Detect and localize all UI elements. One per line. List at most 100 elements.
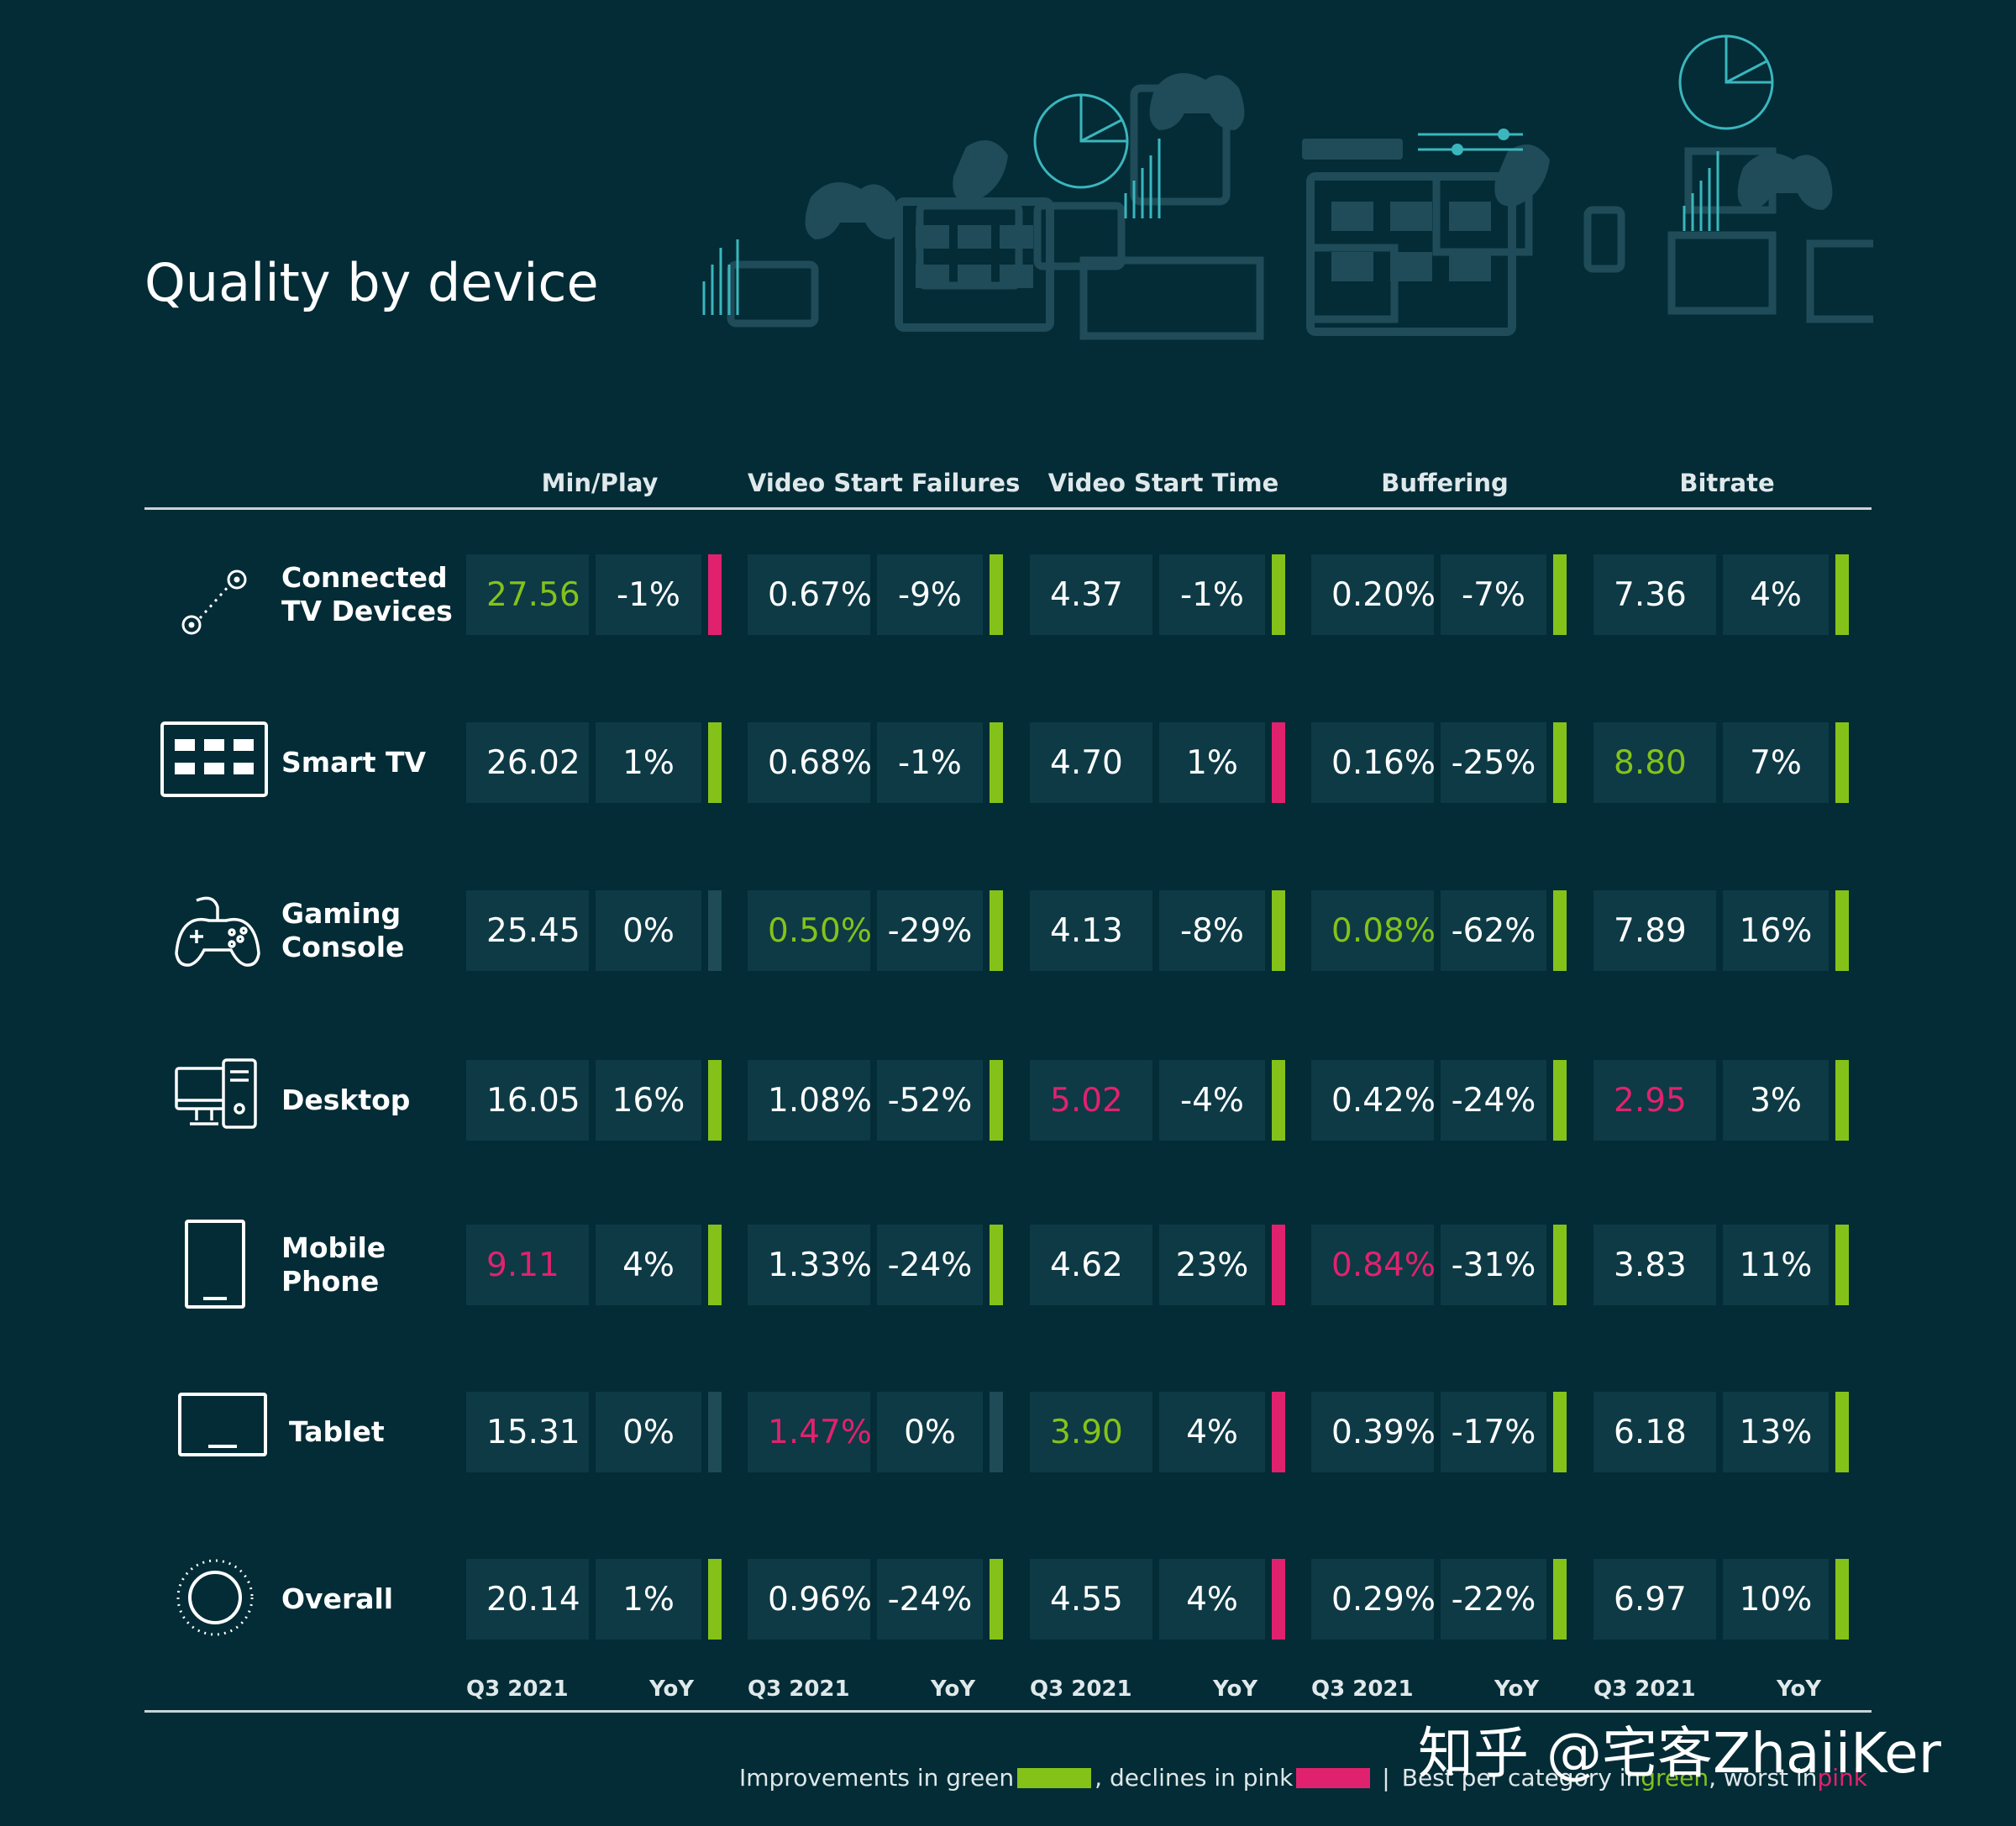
tablet-icon — [176, 1391, 269, 1462]
yoy-cell: -9% — [877, 554, 983, 635]
yoy-cell: 4% — [596, 1225, 701, 1305]
gamepad-icon — [171, 890, 264, 975]
yoy-cell: 10% — [1723, 1559, 1829, 1640]
yoy-cell: 23% — [1159, 1225, 1265, 1305]
trend-bar — [990, 1060, 1003, 1141]
trend-bar — [1553, 1559, 1567, 1640]
trend-bar — [1272, 890, 1285, 971]
yoy-cell: -1% — [596, 554, 701, 635]
overall-icon — [173, 1556, 257, 1644]
trend-bar — [1272, 1225, 1285, 1305]
value-cell: 0.96% — [748, 1559, 872, 1640]
yoy-cell: -62% — [1441, 890, 1546, 971]
yoy-cell: 0% — [877, 1392, 983, 1472]
yoy-cell: 1% — [596, 722, 701, 803]
yoy-cell: -24% — [1441, 1060, 1546, 1141]
value-cell: 20.14 — [466, 1559, 589, 1640]
device-label-line: Phone — [281, 1265, 380, 1298]
yoy-cell: -24% — [877, 1559, 983, 1640]
trend-bar — [990, 722, 1003, 803]
value-cell: 4.55 — [1030, 1559, 1152, 1640]
value-cell: 0.67% — [748, 554, 872, 635]
smart-tv-icon — [160, 721, 269, 802]
trend-bar — [1272, 722, 1285, 803]
value-cell: 0.20% — [1311, 554, 1436, 635]
trend-bar — [1553, 722, 1567, 803]
trend-bar — [1553, 1060, 1567, 1141]
yoy-cell: -17% — [1441, 1392, 1546, 1472]
footer-q3-label: Q3 2021 — [748, 1676, 850, 1702]
value-cell: 1.08% — [748, 1060, 872, 1141]
value-cell: 7.89 — [1593, 890, 1716, 971]
yoy-cell: 13% — [1723, 1392, 1829, 1472]
mobile-phone-icon — [183, 1218, 247, 1314]
trend-bar — [1835, 1392, 1849, 1472]
value-cell: 4.37 — [1030, 554, 1152, 635]
connected-tv-icon — [176, 564, 252, 644]
device-label: Tablet — [289, 1415, 385, 1449]
value-cell: 8.80 — [1593, 722, 1716, 803]
footer-q3-label: Q3 2021 — [1311, 1676, 1414, 1702]
device-label-line: Console — [281, 931, 405, 963]
yoy-cell: 16% — [596, 1060, 701, 1141]
device-label-line: Desktop — [281, 1084, 411, 1116]
yoy-cell: -31% — [1441, 1225, 1546, 1305]
yoy-cell: -1% — [877, 722, 983, 803]
value-cell: 26.02 — [466, 722, 589, 803]
trend-bar — [1553, 554, 1567, 635]
yoy-cell: 4% — [1723, 554, 1829, 635]
legend-best-text: Best per category in — [1401, 1764, 1641, 1792]
value-cell: 1.47% — [748, 1392, 872, 1472]
footer-yoy-label: YoY — [649, 1676, 695, 1702]
yoy-cell: -24% — [877, 1225, 983, 1305]
legend-decline-swatch — [1296, 1767, 1371, 1788]
trend-bar — [1835, 554, 1849, 635]
trend-bar — [708, 1392, 722, 1472]
value-cell: 25.45 — [466, 890, 589, 971]
footer-yoy-label: YoY — [931, 1676, 976, 1702]
yoy-cell: 11% — [1723, 1225, 1829, 1305]
column-header-minplay: Min/Play — [541, 469, 659, 497]
yoy-cell: 3% — [1723, 1060, 1829, 1141]
device-label: Smart TV — [281, 746, 426, 779]
device-label: Gaming Console — [281, 897, 404, 964]
device-label-line: Overall — [281, 1582, 394, 1615]
trend-bar — [1553, 1225, 1567, 1305]
trend-bar — [1553, 890, 1567, 971]
trend-bar — [990, 1392, 1003, 1472]
yoy-cell: -22% — [1441, 1559, 1546, 1640]
column-header-vsf: Video Start Failures — [748, 469, 1021, 497]
value-cell: 2.95 — [1593, 1060, 1716, 1141]
trend-bar — [708, 1225, 722, 1305]
value-cell: 3.83 — [1593, 1225, 1716, 1305]
trend-bar — [1553, 1392, 1567, 1472]
top-rule — [144, 507, 1872, 510]
yoy-cell: 16% — [1723, 890, 1829, 971]
yoy-cell: -29% — [877, 890, 983, 971]
trend-bar — [1272, 1559, 1285, 1640]
value-cell: 4.62 — [1030, 1225, 1152, 1305]
value-cell: 0.39% — [1311, 1392, 1436, 1472]
value-cell: 15.31 — [466, 1392, 589, 1472]
trend-bar — [708, 1559, 722, 1640]
legend: Improvements in green , declines in pink… — [739, 1764, 1867, 1792]
decorative-devices-illustration — [702, 34, 1873, 340]
value-cell: 16.05 — [466, 1060, 589, 1141]
legend-improve-text: Improvements in green — [739, 1764, 1015, 1792]
watermark: 知乎 @宅客ZhaiiKer — [1418, 1721, 1941, 1786]
device-label-line: Smart TV — [281, 746, 427, 779]
column-header-buf: Buffering — [1381, 469, 1509, 497]
yoy-cell: -1% — [1159, 554, 1265, 635]
legend-best-word: green — [1641, 1764, 1709, 1792]
trend-bar — [708, 554, 722, 635]
value-cell: 7.36 — [1593, 554, 1716, 635]
yoy-cell: 0% — [596, 1392, 701, 1472]
column-header-vst: Video Start Time — [1047, 469, 1279, 497]
trend-bar — [1835, 1060, 1849, 1141]
yoy-cell: 4% — [1159, 1559, 1265, 1640]
footer-yoy-label: YoY — [1213, 1676, 1258, 1702]
desktop-icon — [173, 1057, 260, 1138]
trend-bar — [1272, 1060, 1285, 1141]
yoy-cell: 1% — [596, 1559, 701, 1640]
value-cell: 0.50% — [748, 890, 872, 971]
